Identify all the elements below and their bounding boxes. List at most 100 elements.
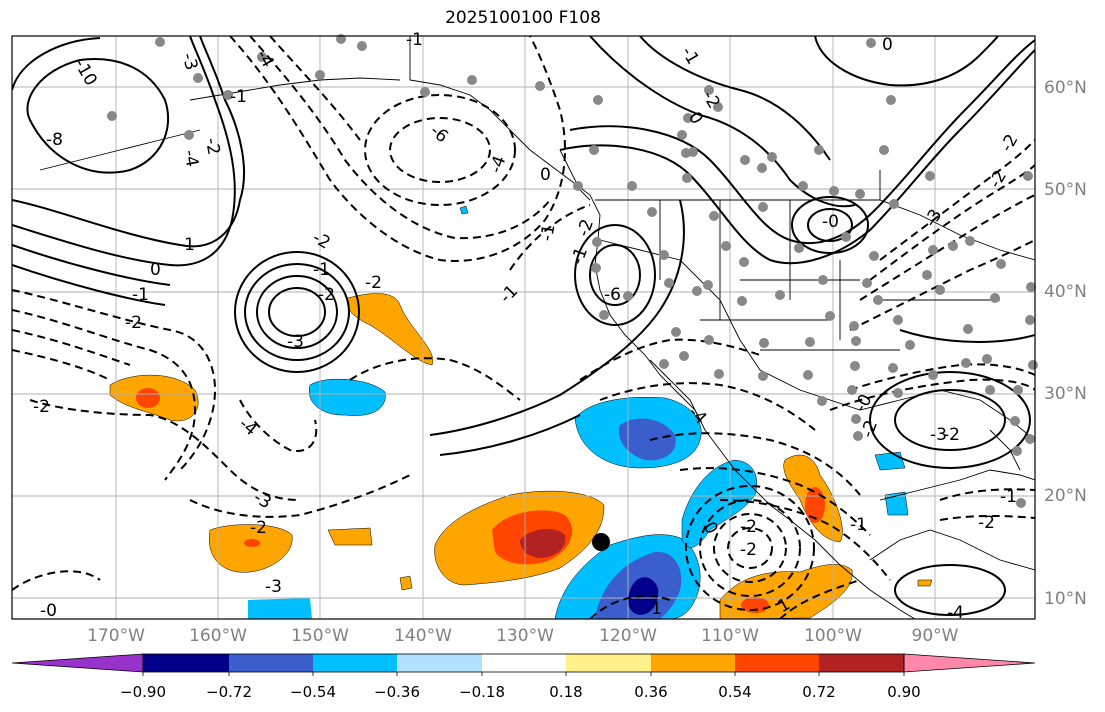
- station-marker: [535, 81, 545, 91]
- shade-moderate-negative: [618, 418, 676, 461]
- colorbar-tick-label: 0.54: [718, 683, 752, 701]
- station-marker: [948, 241, 958, 251]
- station-marker: [758, 202, 768, 212]
- station-marker: [794, 243, 804, 253]
- contour-label: -4: [486, 153, 511, 176]
- shade-positive: [208, 524, 293, 573]
- contour-label: -1: [496, 281, 522, 307]
- lon-label: 170°W: [87, 626, 145, 646]
- solid-contours: [12, 36, 1035, 616]
- station-marker: [1013, 385, 1023, 395]
- station-marker: [589, 145, 599, 155]
- contour-label: -2: [740, 517, 757, 537]
- contour-label: -2: [943, 425, 960, 445]
- station-marker: [709, 211, 719, 221]
- lon-label: 140°W: [394, 626, 452, 646]
- contour-label: -2: [250, 518, 267, 538]
- station-marker: [679, 351, 689, 361]
- station-marker: [714, 369, 724, 379]
- shade-strong-positive: [244, 539, 260, 547]
- station-marker: [849, 321, 859, 331]
- colorbar-segment: [143, 654, 229, 672]
- lon-label: 100°W: [804, 626, 862, 646]
- station-marker: [623, 291, 633, 301]
- station-marker: [935, 285, 945, 295]
- station-marker: [893, 315, 903, 325]
- station-marker: [1025, 434, 1035, 444]
- station-marker: [1025, 315, 1035, 325]
- contour-label: -2: [740, 540, 757, 560]
- contour-label: -4: [179, 148, 202, 168]
- station-marker: [664, 278, 674, 288]
- station-marker: [688, 147, 698, 157]
- station-marker: [996, 259, 1006, 269]
- station-marker: [905, 340, 915, 350]
- station-marker: [467, 75, 477, 85]
- station-marker: [889, 199, 899, 209]
- colorbar-segment: [313, 654, 397, 672]
- colorbar-segment: [229, 654, 313, 672]
- station-marker: [420, 87, 430, 97]
- station-marker: [1023, 171, 1033, 181]
- colorbar-tick-label: 0.72: [802, 683, 836, 701]
- colorbar-tick-label: −0.72: [206, 683, 252, 701]
- station-marker: [740, 155, 750, 165]
- station-marker: [873, 295, 883, 305]
- contour-label: -3: [265, 577, 282, 597]
- contour-label: -1: [677, 43, 703, 68]
- shade-negative: [874, 451, 906, 471]
- station-marker: [713, 102, 723, 112]
- contour-label: 0: [540, 165, 551, 185]
- lon-label: 90°W: [911, 626, 959, 646]
- lat-label: 50°N: [1044, 180, 1087, 200]
- station-marker: [682, 173, 692, 183]
- station-marker: [315, 70, 325, 80]
- contour-label: -1: [850, 515, 867, 535]
- contour-label: -2: [309, 228, 334, 254]
- contour-label: -1: [645, 599, 662, 619]
- station-marker: [805, 337, 815, 347]
- shade-negative: [459, 205, 469, 215]
- colorbar-segment: [651, 654, 735, 672]
- shade-strong-positive: [136, 388, 160, 408]
- station-marker: [965, 236, 975, 246]
- contour-label: -2: [978, 513, 995, 533]
- station-marker: [223, 90, 233, 100]
- station-marker: [592, 237, 602, 247]
- contour-label: -3: [178, 51, 202, 73]
- colorbar-tick-label: 0.18: [549, 683, 583, 701]
- colorbar-over-triangle: [903, 653, 1036, 673]
- station-marker: [866, 38, 876, 48]
- contour-label: -2: [33, 397, 50, 417]
- station-marker: [1028, 360, 1038, 370]
- colorbar-tick-label: −0.90: [120, 683, 166, 701]
- contour-label: -1: [567, 245, 592, 268]
- station-markers: [107, 34, 1038, 508]
- contour-label: -6: [604, 285, 621, 305]
- station-marker: [869, 251, 879, 261]
- contour-label: -3: [930, 425, 947, 445]
- station-marker: [879, 145, 889, 155]
- station-marker: [1010, 416, 1020, 426]
- contour-label: -1: [313, 260, 330, 280]
- lon-label: 110°W: [701, 626, 759, 646]
- station-marker: [922, 270, 932, 280]
- station-marker: [851, 414, 861, 424]
- station-marker: [825, 311, 835, 321]
- station-marker: [798, 181, 808, 191]
- shade-negative: [308, 378, 386, 416]
- station-marker: [925, 171, 935, 181]
- shade-very-strong: [520, 528, 566, 558]
- station-marker: [721, 241, 731, 251]
- colorbar-tick-label: −0.54: [290, 683, 336, 701]
- station-marker: [737, 296, 747, 306]
- colorbar-segment: [735, 654, 819, 672]
- contour-label: 0: [150, 260, 161, 280]
- station-marker: [963, 324, 973, 334]
- station-marker: [155, 37, 165, 47]
- map-title: 2025100100 F108: [445, 8, 601, 28]
- station-marker: [855, 189, 865, 199]
- shade-negative: [248, 598, 312, 619]
- contour-label: -2: [125, 313, 142, 333]
- contour-label: -8: [46, 130, 63, 150]
